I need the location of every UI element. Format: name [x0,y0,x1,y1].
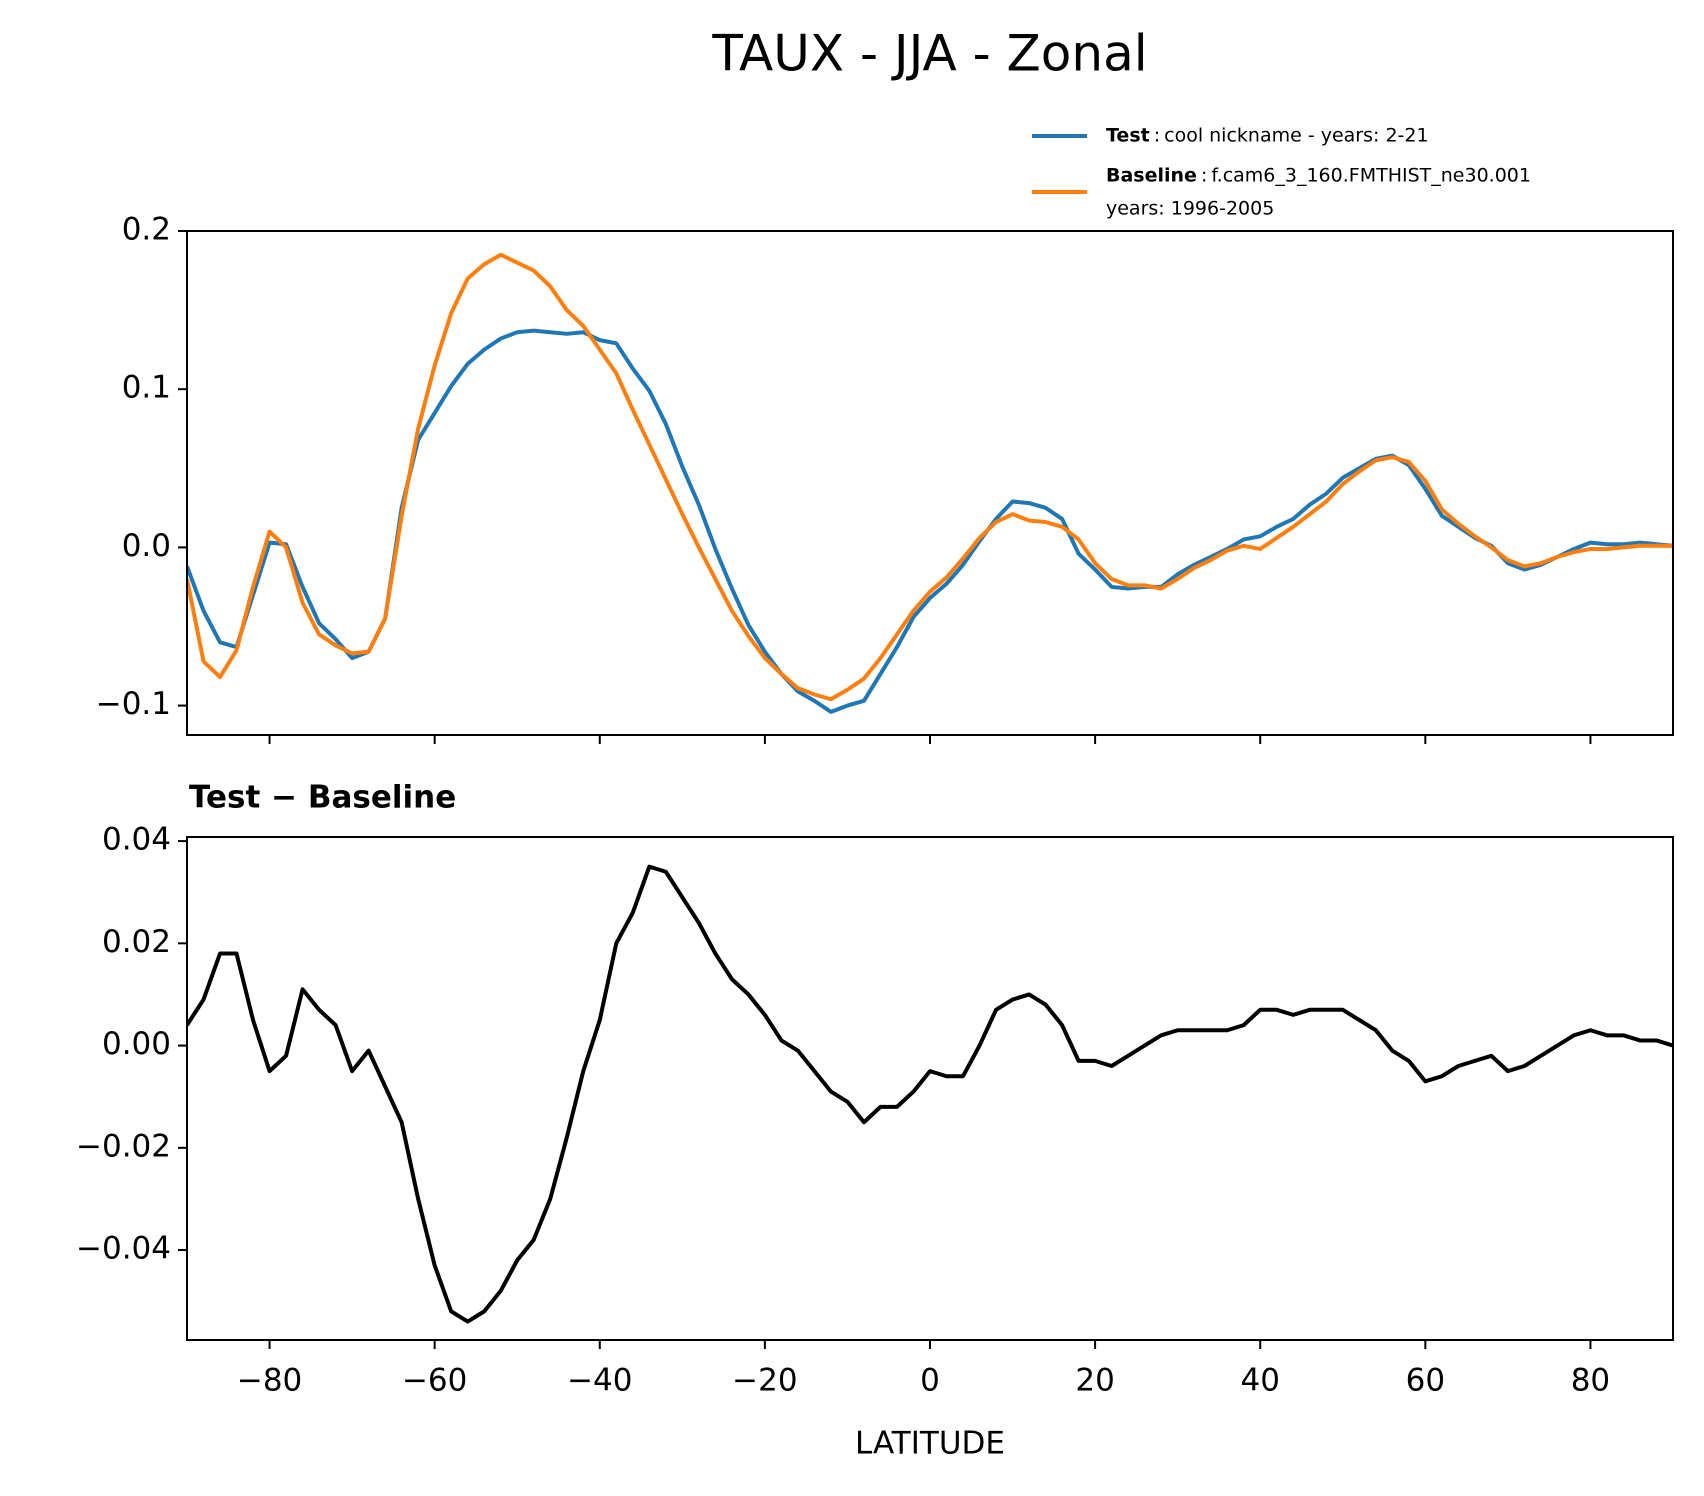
data-line [187,864,1673,1324]
x-axis-label: LATITUDE [855,1426,1005,1462]
y-tick-label: −0.1 [96,686,171,722]
data-line [187,328,1673,714]
y-tick-label: 0.2 [122,212,171,248]
figure-title: TAUX - JJA - Zonal [711,25,1147,83]
y-tick-label: −0.02 [76,1128,171,1164]
legend-separator: : [1201,165,1207,187]
x-tick-label: −40 [567,1363,632,1399]
plot-area [187,252,1673,714]
axes-title: Test − Baseline [189,780,456,816]
x-tick-label: −80 [237,1363,302,1399]
x-tick-label: 20 [1075,1363,1114,1399]
legend-description: cool nickname - years: 2-21 [1164,125,1428,147]
x-tick-label: −20 [732,1363,797,1399]
y-tick-label: −0.04 [76,1231,171,1267]
legend-description: f.cam6_3_160.FMTHIST_ne30.001 [1211,165,1531,187]
x-tick-label: 40 [1240,1363,1279,1399]
legend-separator: : [1154,125,1160,147]
y-tick-label: 0.04 [102,822,171,858]
legend-label: Baseline [1106,165,1197,187]
y-tick-label: 0.02 [102,924,171,960]
y-tick-label: 0.1 [122,370,171,406]
x-tick-label: −60 [402,1363,467,1399]
data-line [187,252,1673,702]
y-tick-label: 0.00 [102,1026,171,1062]
y-tick-label: 0.0 [122,528,171,564]
legend-label: Test [1106,125,1150,147]
x-tick-label: 60 [1406,1363,1445,1399]
legend-description: years: 1996-2005 [1106,198,1274,220]
x-tick-label: 80 [1571,1363,1610,1399]
plot-area [187,864,1673,1324]
x-tick-label: 0 [920,1363,940,1399]
